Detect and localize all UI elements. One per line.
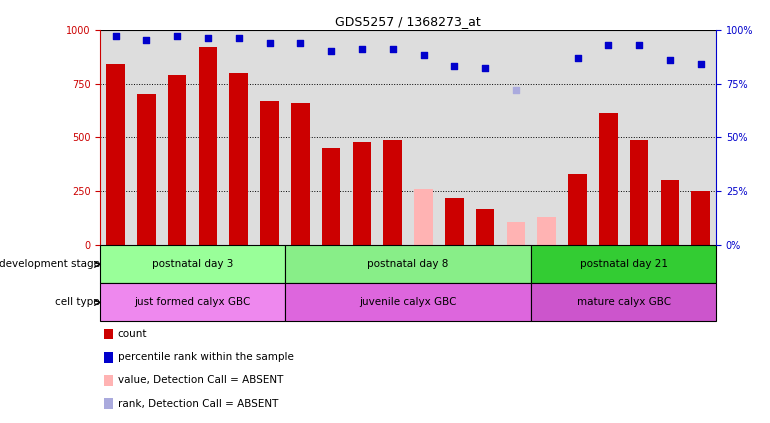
Point (387, 46, 399, 52)
Point (602, 41, 614, 48)
Point (233, 35, 245, 41)
Point (695, 61, 707, 68)
Bar (260, 101, 279, 245)
Bar (414, 189, 433, 245)
Text: cell type: cell type (55, 297, 100, 308)
Bar (568, 174, 587, 245)
Point (263, 39, 276, 46)
Text: value, Detection Call = ABSENT: value, Detection Call = ABSENT (118, 375, 283, 385)
Bar (322, 148, 340, 245)
Title: GDS5257 / 1368273_at: GDS5257 / 1368273_at (335, 16, 481, 28)
Point (294, 39, 306, 46)
Bar (661, 179, 679, 245)
Bar (599, 113, 618, 245)
Bar (630, 140, 648, 245)
Point (571, 54, 584, 61)
Point (325, 48, 337, 55)
Point (510, 87, 522, 93)
Point (109, 33, 122, 39)
Bar (229, 73, 248, 245)
Text: just formed calyx GBC: just formed calyx GBC (134, 297, 251, 308)
Text: mature calyx GBC: mature calyx GBC (577, 297, 671, 308)
Bar (168, 75, 186, 245)
Point (171, 33, 183, 39)
Point (633, 41, 645, 48)
Bar (353, 142, 371, 245)
Bar (291, 103, 310, 245)
Text: count: count (118, 329, 147, 339)
Point (417, 52, 430, 59)
Bar (507, 222, 525, 245)
Bar (106, 64, 125, 245)
Bar (100, 245, 285, 283)
Bar (100, 283, 285, 321)
Bar (285, 245, 531, 283)
Text: postnatal day 3: postnatal day 3 (152, 259, 233, 269)
Point (356, 46, 368, 52)
Point (664, 56, 676, 63)
Bar (691, 191, 710, 245)
Bar (285, 283, 531, 321)
Bar (531, 283, 716, 321)
Bar (531, 245, 716, 283)
Bar (476, 209, 494, 245)
Bar (537, 217, 556, 245)
Bar (383, 140, 402, 245)
Text: development stage: development stage (0, 259, 100, 269)
Text: percentile rank within the sample: percentile rank within the sample (118, 352, 293, 362)
Point (448, 63, 460, 70)
Bar (445, 198, 464, 245)
Text: juvenile calyx GBC: juvenile calyx GBC (360, 297, 457, 308)
Point (479, 65, 491, 72)
Point (202, 35, 214, 41)
Bar (137, 94, 156, 245)
Text: postnatal day 21: postnatal day 21 (580, 259, 668, 269)
Text: postnatal day 8: postnatal day 8 (367, 259, 449, 269)
Text: rank, Detection Call = ABSENT: rank, Detection Call = ABSENT (118, 398, 278, 409)
Bar (199, 47, 217, 245)
Point (140, 37, 152, 44)
